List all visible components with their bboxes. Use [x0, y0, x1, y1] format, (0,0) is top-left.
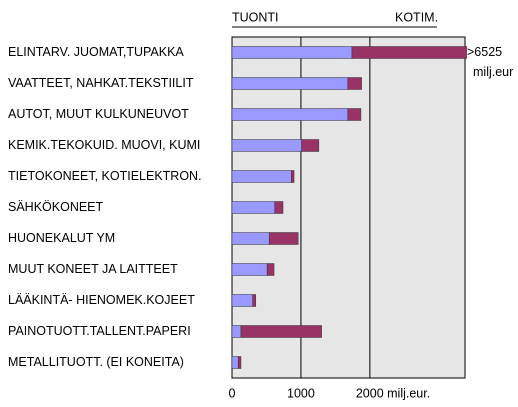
y-tick-label: HUONEKALUT YM	[8, 231, 115, 245]
y-tick-label: AUTOT, MUUT KULKUNEUVOT	[8, 107, 189, 121]
x-tick-label: 0	[229, 386, 236, 400]
bar-segment	[231, 139, 302, 152]
bar-segment	[347, 108, 362, 121]
y-tick-label: VAATTEET, NAHKAT.TEKSTIILIT	[8, 76, 194, 90]
bar-segment	[347, 77, 362, 90]
bar-segment	[231, 108, 349, 121]
legend-label: KOTIM.	[395, 10, 438, 24]
y-tick-label: PAINOTUOTT.TALLENT.PAPERI	[8, 324, 191, 338]
bar-segment	[231, 170, 292, 183]
annotation: >6525	[467, 45, 502, 59]
bar-segment	[291, 170, 295, 183]
bar-segment	[231, 77, 349, 90]
bar-segment	[274, 201, 284, 214]
bar-segment	[231, 294, 253, 307]
bar-segment	[252, 294, 257, 307]
bar-segment	[231, 201, 275, 214]
bar-segment	[237, 356, 242, 369]
bar-segment	[240, 325, 322, 338]
legend-label: TUONTI	[232, 10, 279, 24]
bars	[231, 46, 467, 369]
bar-segment	[231, 46, 353, 59]
bar-segment	[231, 356, 239, 369]
bar-segment	[268, 232, 299, 245]
y-tick-label: TIETOKONEET, KOTIELEKTRON.	[8, 169, 202, 183]
y-tick-label: LÄÄKINTÄ- HIENOMEK.KOJEET	[8, 293, 195, 307]
bar-segment	[266, 263, 275, 276]
y-tick-label: SÄHKÖKONEET	[8, 200, 104, 214]
bar-segment	[351, 46, 467, 59]
y-tick-label: MUUT KONEET JA LAITTEET	[8, 262, 178, 276]
bar-segment	[231, 263, 268, 276]
bar-segment	[231, 325, 242, 338]
y-tick-label: METALLITUOTT. (EI KONEITA)	[8, 355, 184, 369]
annotation: milj.eur	[473, 65, 513, 79]
bar-segment	[231, 232, 270, 245]
y-tick-label: ELINTARV. JUOMAT,TUPAKKA	[8, 45, 184, 59]
bar-segment	[301, 139, 320, 152]
x-tick-label: 2000 milj.eur.	[356, 386, 430, 400]
y-tick-label: KEMIK.TEKOKUID. MUOVI, KUMI	[8, 138, 200, 152]
x-tick-label: 1000	[287, 386, 315, 400]
